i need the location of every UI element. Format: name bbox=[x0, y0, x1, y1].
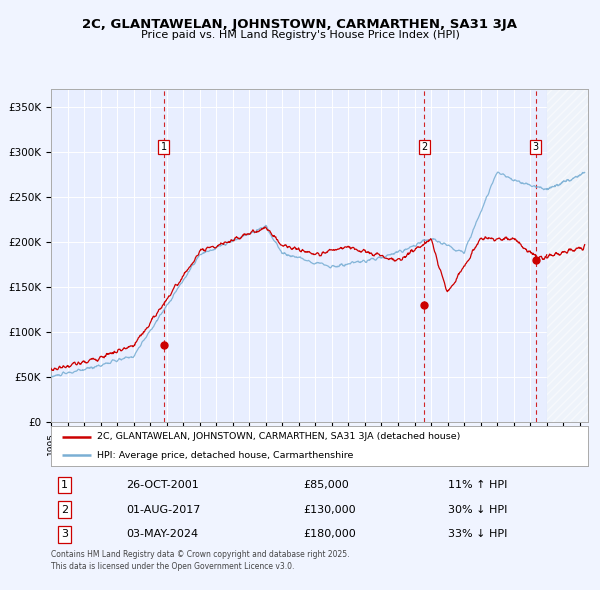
Text: 2C, GLANTAWELAN, JOHNSTOWN, CARMARTHEN, SA31 3JA: 2C, GLANTAWELAN, JOHNSTOWN, CARMARTHEN, … bbox=[83, 18, 517, 31]
Text: 01-AUG-2017: 01-AUG-2017 bbox=[126, 504, 200, 514]
Bar bbox=[547, 88, 588, 422]
Text: Contains HM Land Registry data © Crown copyright and database right 2025.
This d: Contains HM Land Registry data © Crown c… bbox=[51, 550, 349, 571]
Text: £180,000: £180,000 bbox=[304, 529, 356, 539]
Text: 26-OCT-2001: 26-OCT-2001 bbox=[126, 480, 199, 490]
Text: 1: 1 bbox=[61, 480, 68, 490]
Text: HPI: Average price, detached house, Carmarthenshire: HPI: Average price, detached house, Carm… bbox=[97, 451, 353, 460]
Text: 30% ↓ HPI: 30% ↓ HPI bbox=[448, 504, 508, 514]
Text: 2: 2 bbox=[61, 504, 68, 514]
Text: Price paid vs. HM Land Registry's House Price Index (HPI): Price paid vs. HM Land Registry's House … bbox=[140, 30, 460, 40]
Text: 03-MAY-2024: 03-MAY-2024 bbox=[126, 529, 199, 539]
Bar bbox=[547, 88, 588, 422]
Text: 33% ↓ HPI: 33% ↓ HPI bbox=[448, 529, 508, 539]
Text: 3: 3 bbox=[61, 529, 68, 539]
Text: 2: 2 bbox=[421, 142, 427, 152]
Text: 2C, GLANTAWELAN, JOHNSTOWN, CARMARTHEN, SA31 3JA (detached house): 2C, GLANTAWELAN, JOHNSTOWN, CARMARTHEN, … bbox=[97, 432, 460, 441]
Text: 1: 1 bbox=[161, 142, 167, 152]
Text: £130,000: £130,000 bbox=[304, 504, 356, 514]
Text: £85,000: £85,000 bbox=[304, 480, 349, 490]
Text: 11% ↑ HPI: 11% ↑ HPI bbox=[448, 480, 508, 490]
Text: 3: 3 bbox=[533, 142, 539, 152]
